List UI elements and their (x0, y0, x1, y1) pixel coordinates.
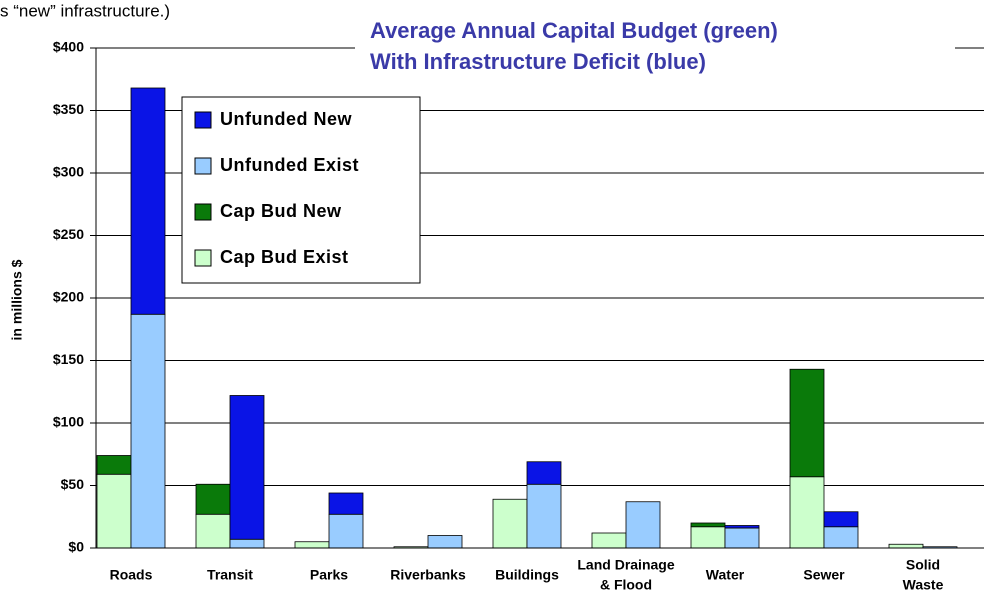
bar-segment (526, 461, 562, 485)
x-tick-label: Parks (310, 567, 348, 583)
bar-segment (229, 395, 265, 540)
y-tick-label: $300 (53, 164, 84, 180)
x-tick-label: Land Drainage (577, 557, 674, 573)
bar-segment (789, 368, 825, 478)
bar-segment (130, 313, 166, 549)
bar-segment (625, 501, 661, 549)
x-tick-label: Buildings (495, 567, 559, 583)
y-tick-label: $150 (53, 351, 84, 367)
y-tick-label: $200 (53, 289, 84, 305)
chart-title: With Infrastructure Deficit (blue) (370, 49, 706, 74)
bar-segment (195, 483, 231, 515)
legend-label: Cap Bud New (220, 201, 342, 221)
bar-segment (591, 532, 627, 549)
y-axis-label: in millions $ (9, 259, 25, 340)
legend-label: Cap Bud Exist (220, 247, 349, 267)
x-tick-label: Water (706, 567, 745, 583)
bar-segment (96, 455, 132, 475)
title-backing (355, 14, 955, 84)
y-tick-label: $100 (53, 414, 84, 430)
bar-segment (789, 476, 825, 549)
bar-segment (823, 526, 859, 549)
bar-segment (130, 87, 166, 315)
x-tick-label: Waste (903, 577, 944, 593)
bar-segment (888, 543, 924, 549)
bar-segment (724, 527, 760, 549)
y-tick-label: $250 (53, 226, 84, 242)
bar-segment (690, 522, 726, 528)
bar-segment (690, 526, 726, 549)
legend-swatch (194, 157, 212, 175)
bar-segment (427, 535, 463, 549)
legend-box (181, 96, 421, 284)
bar-segment (328, 513, 364, 549)
legend-label: Unfunded New (220, 109, 352, 129)
bar-segment (195, 513, 231, 549)
x-tick-label: Sewer (803, 567, 845, 583)
x-tick-label: & Flood (600, 577, 652, 593)
bar-segment (328, 492, 364, 515)
bar-segment (229, 538, 265, 549)
bar-segment (294, 541, 330, 549)
legend-swatch (194, 249, 212, 267)
bar-segment (492, 498, 528, 549)
y-tick-label: $0 (68, 539, 84, 555)
legend-swatch (194, 111, 212, 129)
legend-swatch (194, 203, 212, 221)
y-tick-label: $350 (53, 101, 84, 117)
note: s “new” infrastructure.) (0, 1, 170, 20)
bar-segment (96, 473, 132, 549)
legend-label: Unfunded Exist (220, 155, 359, 175)
bar-segment (823, 511, 859, 528)
bar-segment (724, 525, 760, 529)
chart-title: Average Annual Capital Budget (green) (370, 18, 778, 43)
y-tick-label: $50 (61, 476, 85, 492)
x-tick-label: Riverbanks (390, 567, 466, 583)
x-tick-label: Solid (906, 557, 940, 573)
x-tick-label: Roads (110, 567, 153, 583)
x-tick-label: Transit (207, 567, 253, 583)
y-tick-label: $400 (53, 39, 84, 55)
bar-segment (526, 483, 562, 549)
